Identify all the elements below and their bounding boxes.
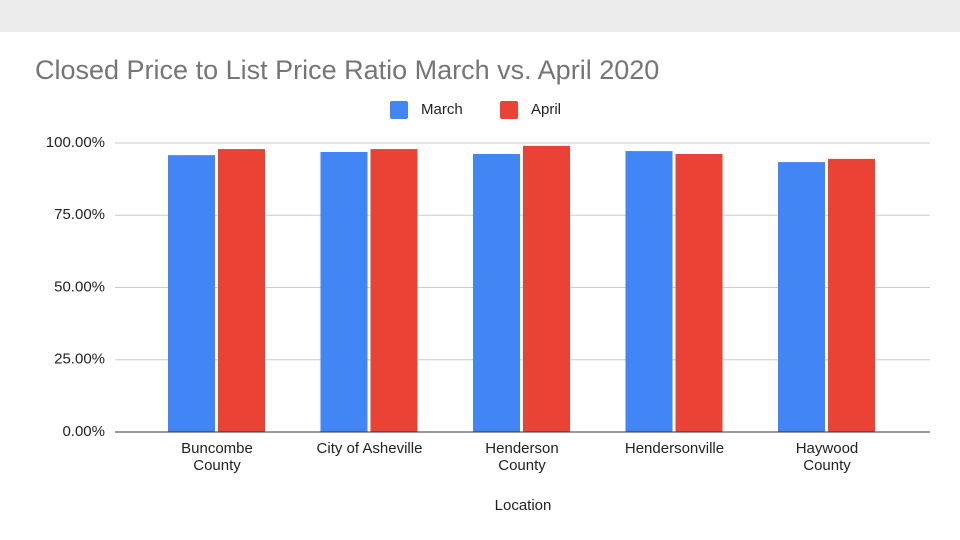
top-bar bbox=[0, 0, 960, 32]
y-tick-label: 75.00% bbox=[54, 206, 105, 223]
x-tick-label: Hendersonville bbox=[624, 440, 725, 457]
chart-title: Closed Price to List Price Ratio March v… bbox=[35, 55, 659, 85]
bar bbox=[218, 149, 265, 432]
bar bbox=[320, 151, 368, 433]
x-tick-label: Buncombe County bbox=[181, 440, 253, 474]
legend-label: March bbox=[421, 101, 463, 118]
y-tick-label: 50.00% bbox=[54, 278, 105, 295]
bar bbox=[625, 151, 673, 433]
bar bbox=[828, 158, 875, 432]
bar bbox=[778, 162, 825, 432]
bar bbox=[523, 145, 570, 432]
x-tick-label: City of Asheville bbox=[316, 440, 423, 457]
bar bbox=[168, 155, 215, 432]
legend-label: April bbox=[531, 101, 561, 118]
y-tick-label: 100.00% bbox=[46, 134, 105, 151]
bar bbox=[473, 153, 520, 432]
legend-swatch bbox=[390, 101, 408, 119]
x-tick-label: Haywood County bbox=[795, 440, 859, 474]
bar bbox=[370, 149, 418, 432]
y-tick-label: 25.00% bbox=[54, 351, 105, 368]
x-tick-label: Henderson County bbox=[485, 440, 559, 474]
y-tick-label: 0.00% bbox=[62, 423, 105, 440]
x-axis-title: Location bbox=[495, 497, 552, 514]
legend-swatch bbox=[500, 101, 518, 119]
bar bbox=[675, 153, 723, 432]
